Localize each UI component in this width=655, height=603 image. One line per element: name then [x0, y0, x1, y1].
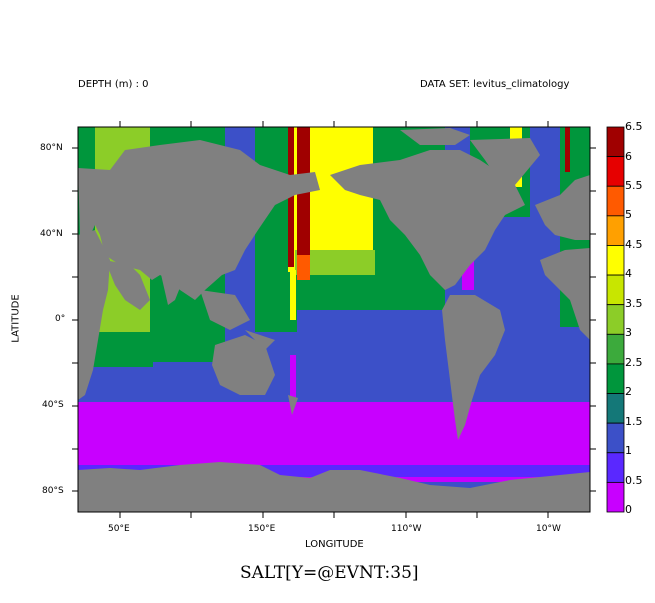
colorbar-label: 6: [625, 150, 632, 163]
x-axis-label: LONGITUDE: [305, 539, 364, 550]
land-masses: [78, 128, 590, 512]
colorbar-swatch: [606, 452, 625, 483]
colorbar-swatch: [606, 481, 625, 513]
colorbar-swatch: [606, 215, 625, 246]
colorbar-swatch: [606, 363, 625, 394]
colorbar-label: 5.5: [625, 179, 643, 192]
ocean-field-blue-pac: [297, 310, 447, 370]
ocean-field-darkred-atl: [565, 127, 570, 172]
colorbar-label: 1: [625, 444, 632, 457]
dataset-label: DATA SET: levitus_climatology: [420, 79, 570, 90]
colorbar-label: 0: [625, 503, 632, 516]
colorbar-swatch: [606, 245, 625, 276]
depth-label: DEPTH (m) : 0: [78, 79, 149, 90]
colorbar-swatch: [606, 156, 625, 187]
tick-marks: [72, 121, 596, 518]
colorbar-label: 3: [625, 326, 632, 339]
y-tick-label: 0°: [55, 314, 66, 324]
ocean-field-darkred: [297, 127, 310, 277]
ocean-field-yellow-strip: [290, 270, 296, 320]
colorbar-label: 4: [625, 267, 632, 280]
colorbar-swatch: [606, 422, 625, 454]
colorbar-label: 2: [625, 385, 632, 398]
colorbar-label: 0.5: [625, 474, 643, 487]
ocean-field-orange: [297, 255, 310, 280]
y-tick-label: 80°N: [40, 143, 63, 153]
colorbar-swatch: [606, 185, 625, 217]
colorbar-label: 6.5: [625, 120, 643, 133]
colorbar-swatch: [606, 304, 625, 335]
y-tick-label: 40°N: [40, 229, 63, 239]
x-tick-label: 10°W: [536, 524, 561, 534]
y-axis-label: LATITUDE: [10, 294, 22, 343]
colorbar-label: 3.5: [625, 297, 643, 310]
colorbar: [606, 126, 625, 513]
colorbar-swatch: [606, 274, 625, 306]
y-tick-label: 80°S: [42, 486, 64, 496]
colorbar-swatch: [606, 126, 625, 158]
x-tick-label: 150°E: [248, 524, 276, 534]
plot-title: SALT[Y=@EVNT:35]: [240, 563, 419, 583]
colorbar-swatch: [606, 333, 625, 365]
colorbar-label: 2.5: [625, 356, 643, 369]
ocean-field-magenta-strip: [290, 355, 296, 415]
colorbar-swatch: [606, 393, 625, 424]
colorbar-label: 4.5: [625, 238, 643, 251]
y-tick-label: 40°S: [42, 400, 64, 410]
x-tick-label: 50°E: [108, 524, 130, 534]
colorbar-label: 1.5: [625, 415, 643, 428]
colorbar-label: 5: [625, 208, 632, 221]
x-tick-label: 110°W: [391, 524, 422, 534]
